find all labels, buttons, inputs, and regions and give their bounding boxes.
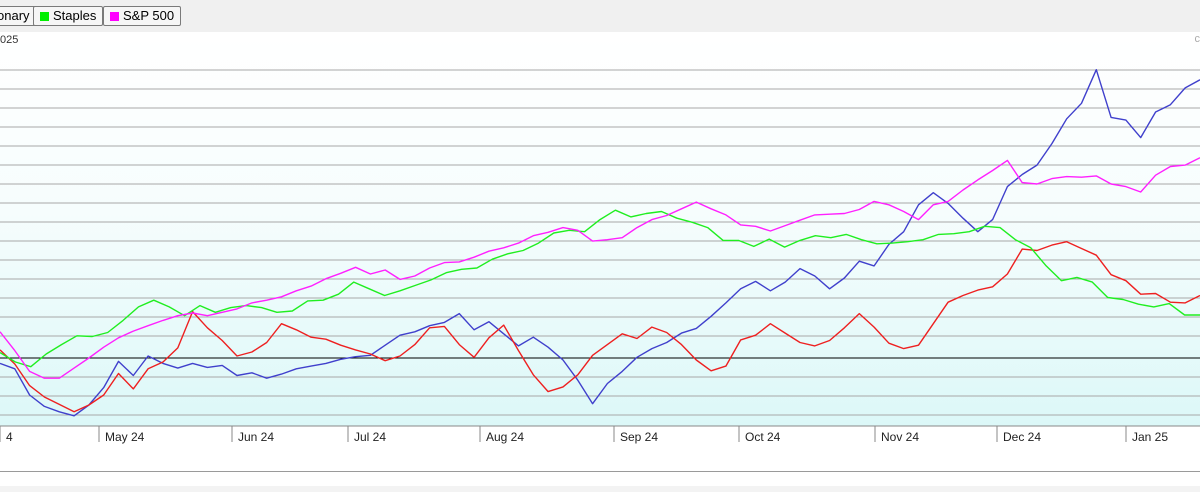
staples-swatch-icon [40, 12, 49, 21]
legend-bar: onary Staples S&P 500 [0, 0, 1200, 32]
x-tick-label: 4 [6, 430, 13, 444]
plot-area [0, 36, 1200, 426]
x-tick-label: Nov 24 [881, 430, 919, 444]
legend-label-discretionary: onary [0, 8, 30, 23]
legend-label-sp500: S&P 500 [123, 8, 175, 23]
legend-button-staples[interactable]: Staples [33, 6, 104, 26]
series-layer [0, 69, 1200, 417]
footer-strip [0, 486, 1200, 492]
x-tick-label: Jun 24 [238, 430, 274, 444]
series-line-0 [0, 69, 1200, 417]
x-tick-label: Jul 24 [354, 430, 386, 444]
series-line-1 [0, 240, 1200, 413]
series-line-3 [0, 157, 1200, 379]
title-fragment: 025 [0, 34, 19, 46]
footer-divider [0, 471, 1200, 472]
x-axis-ticks: 4 May 24 Jun 24 Jul 24 Aug 24 Sep 24 Oct 24 Nov… [0, 426, 1168, 444]
corner-icon[interactable]: c [1194, 33, 1200, 45]
x-tick-label: Oct 24 [745, 430, 781, 444]
sp500-swatch-icon [110, 12, 119, 21]
x-tick-label: May 24 [105, 430, 145, 444]
x-tick-label: Sep 24 [620, 430, 658, 444]
x-tick-label: Aug 24 [486, 430, 524, 444]
x-tick-label: Jan 25 [1132, 430, 1168, 444]
x-tick-label: Dec 24 [1003, 430, 1041, 444]
legend-button-sp500[interactable]: S&P 500 [103, 6, 182, 26]
legend-label-staples: Staples [53, 8, 97, 23]
series-line-2 [0, 209, 1200, 368]
legend-button-discretionary[interactable]: onary [0, 6, 37, 26]
line-chart: 4 May 24 Jun 24 Jul 24 Aug 24 Sep 24 Oct 24 Nov… [0, 32, 1200, 472]
